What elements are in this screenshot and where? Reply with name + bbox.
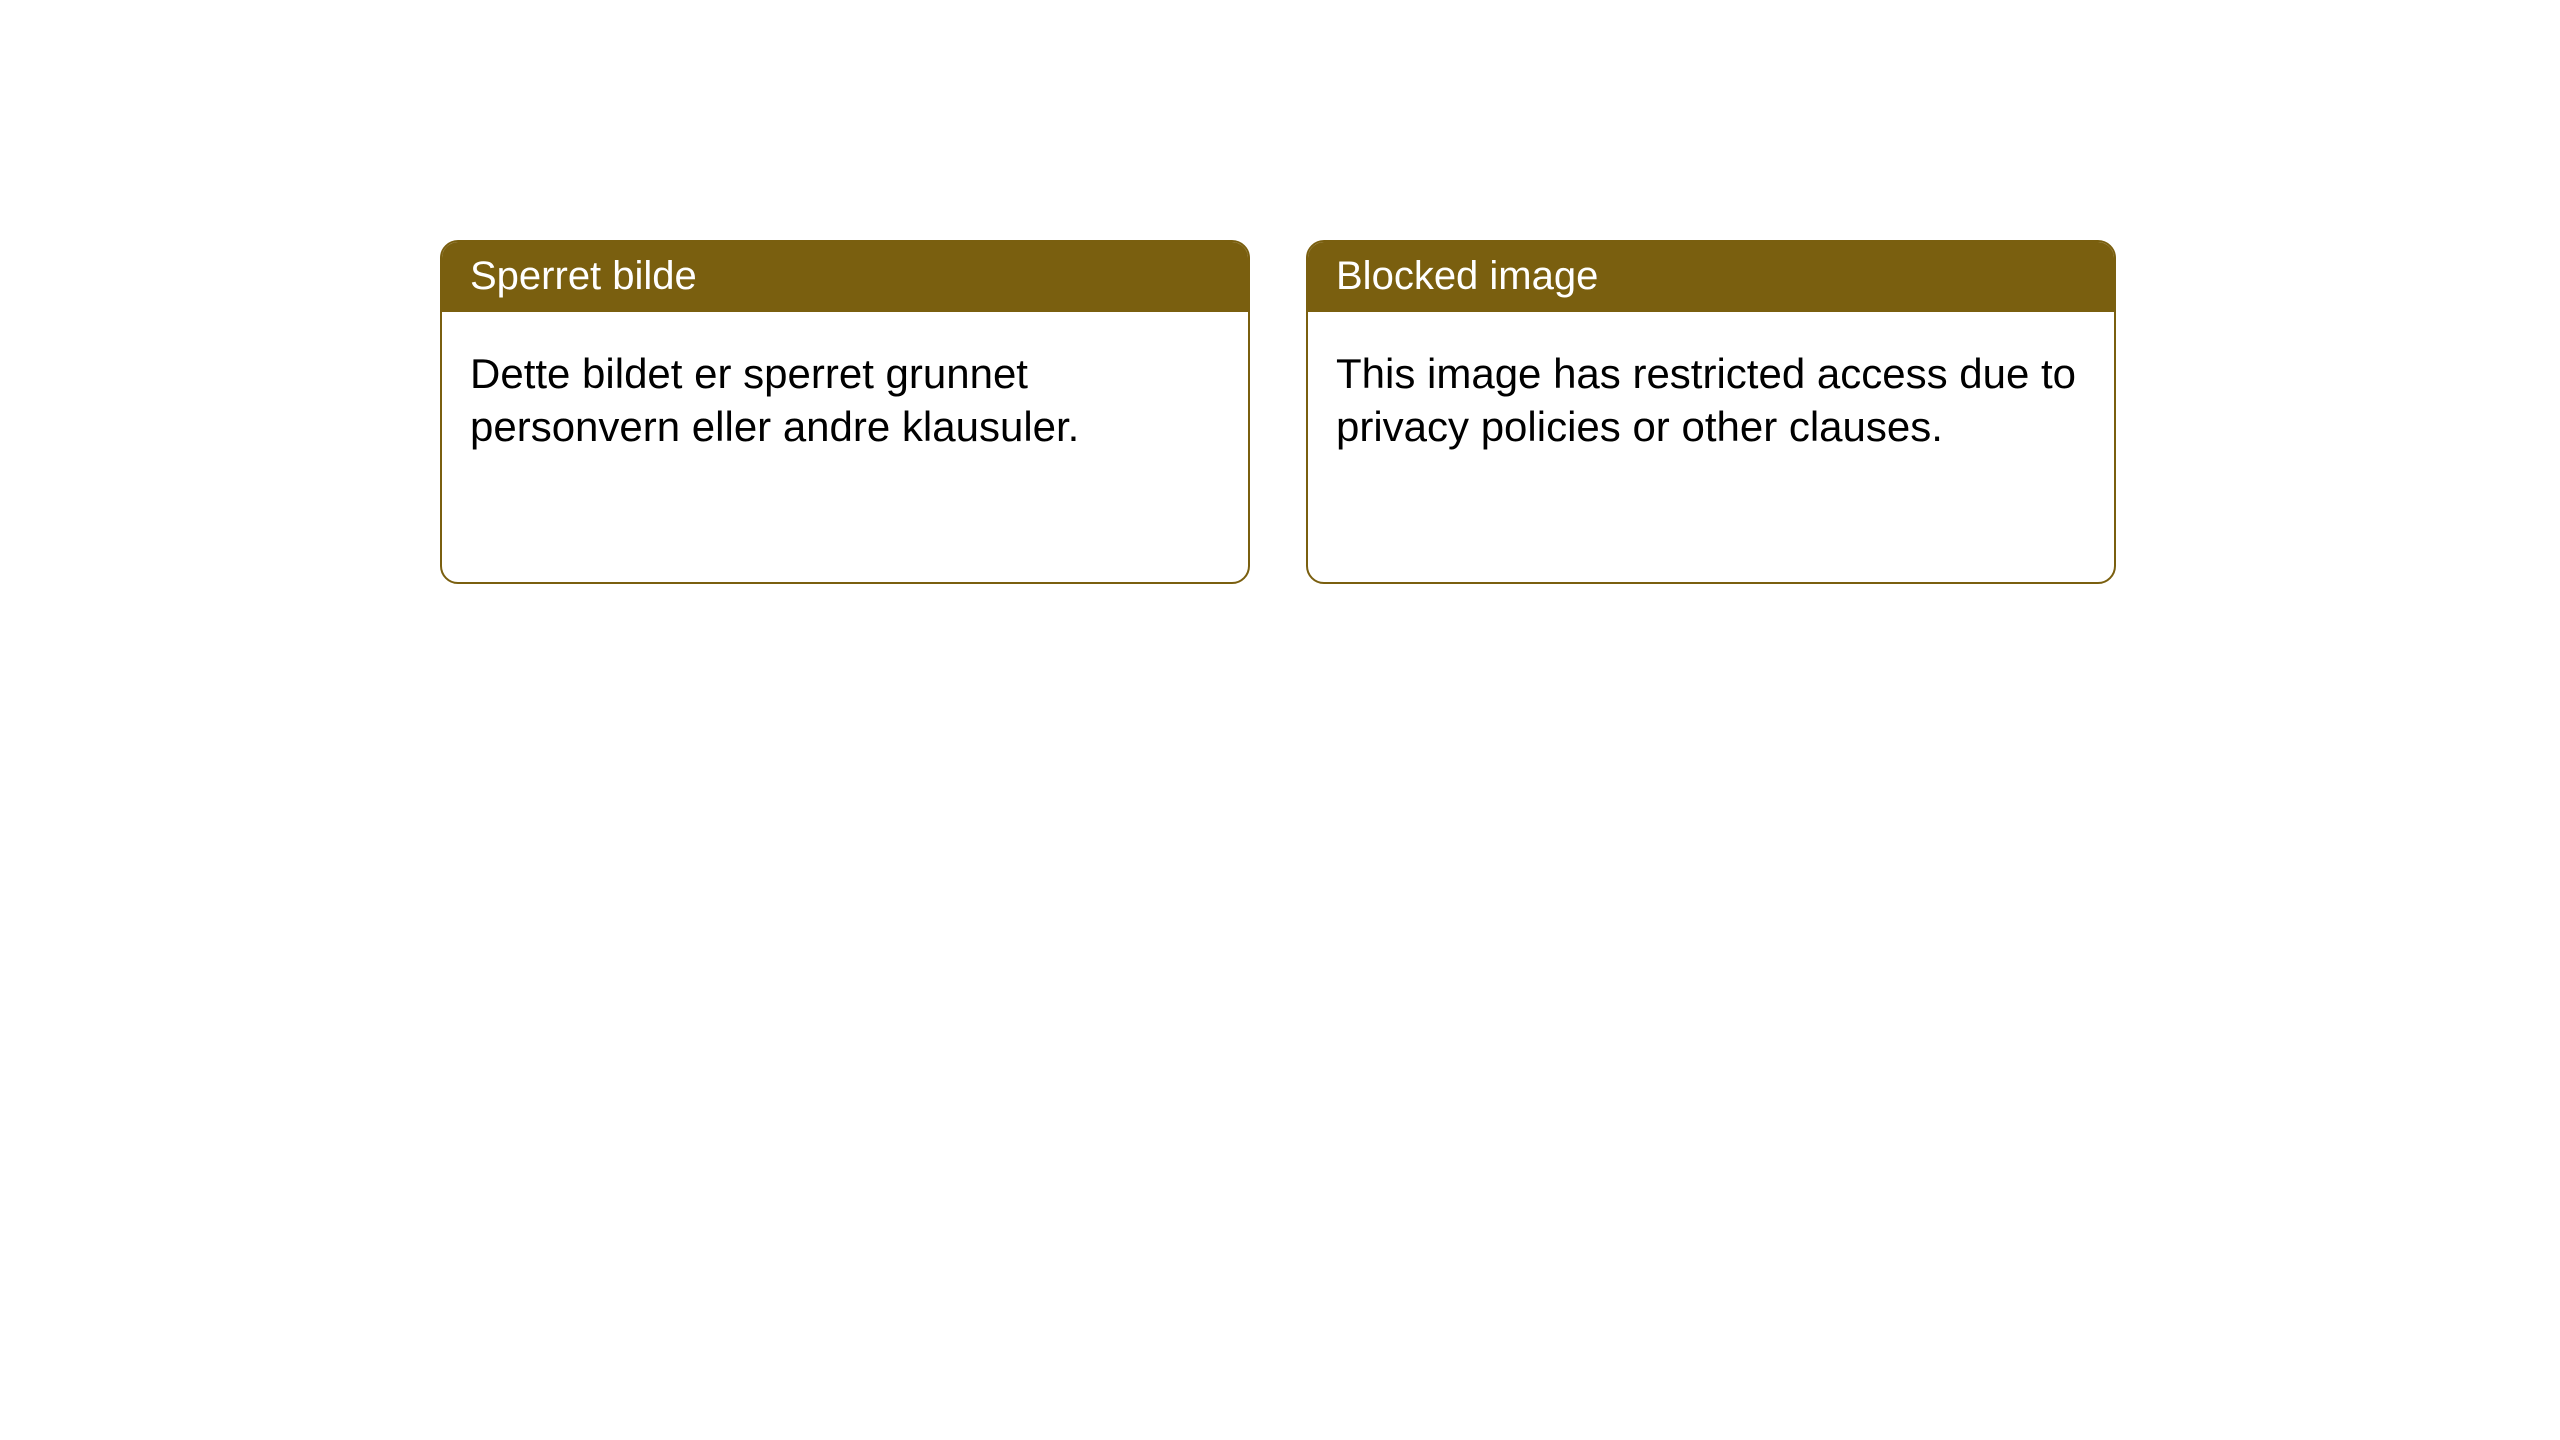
notice-header-norwegian: Sperret bilde [442, 242, 1248, 312]
notice-header-english: Blocked image [1308, 242, 2114, 312]
notice-body-english: This image has restricted access due to … [1308, 312, 2114, 582]
notice-card-norwegian: Sperret bilde Dette bildet er sperret gr… [440, 240, 1250, 584]
notice-container: Sperret bilde Dette bildet er sperret gr… [440, 240, 2116, 584]
notice-card-english: Blocked image This image has restricted … [1306, 240, 2116, 584]
notice-body-norwegian: Dette bildet er sperret grunnet personve… [442, 312, 1248, 582]
